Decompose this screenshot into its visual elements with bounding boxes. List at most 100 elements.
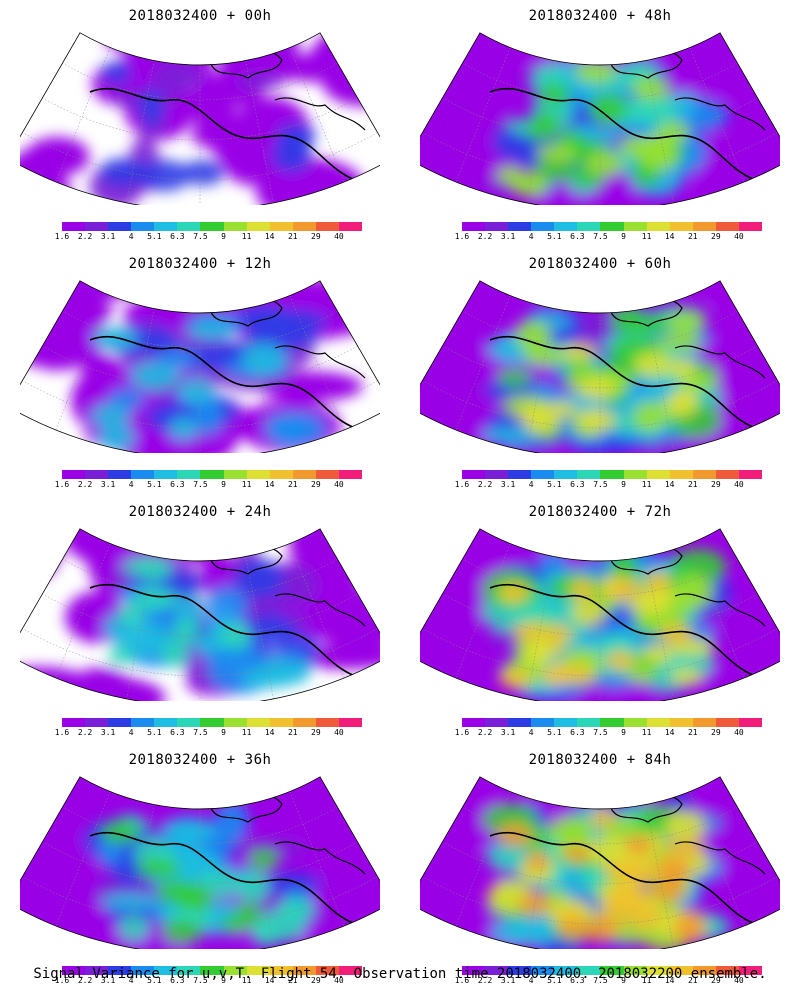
coastline xyxy=(489,583,756,677)
variance-patch xyxy=(585,151,625,176)
colorbar-labels: 1.6 2.2 3.1 4 5.1 6.3 7.5 9 11 14 21 29 40 xyxy=(455,975,762,987)
map-field xyxy=(20,280,380,453)
coastline xyxy=(489,831,756,925)
colorbar-swatch xyxy=(154,222,178,231)
colorbar-swatch xyxy=(669,470,693,479)
variance-patch xyxy=(515,320,551,351)
colorbar-tick-label: 7.5 xyxy=(193,480,208,489)
colorbar-swatch xyxy=(108,470,132,479)
variance-patch xyxy=(20,331,61,363)
variance-patch xyxy=(666,311,706,334)
colorbar-swatch xyxy=(246,718,270,727)
variance-patch xyxy=(624,835,654,855)
colorbar-tick-label: 5.1 xyxy=(547,728,562,737)
colorbar-swatch xyxy=(715,718,739,727)
variance-patch xyxy=(95,528,197,547)
map-field xyxy=(420,776,780,949)
colorbar-tick-label: 3.1 xyxy=(500,232,516,241)
colorbar-tick-label: 9 xyxy=(221,232,226,241)
colorbar-tick-label: 1.6 xyxy=(454,232,470,241)
variance-map xyxy=(20,528,380,701)
colorbar-tick-label: 3.1 xyxy=(500,728,516,737)
variance-patch xyxy=(265,412,326,447)
colorbar-swatch xyxy=(600,718,624,727)
variance-patch xyxy=(136,859,181,878)
colorbar-swatch xyxy=(154,470,178,479)
colorbar-tick-label: 1.6 xyxy=(54,480,70,489)
variance-patch xyxy=(631,93,677,119)
colorbar-tick-label: 1.6 xyxy=(54,728,70,737)
variance-patch xyxy=(670,668,703,685)
colorbar-swatches xyxy=(62,966,363,975)
colorbar-swatch xyxy=(600,470,624,479)
colorbar-tick-label: 1.6 xyxy=(54,976,70,985)
variance-patch xyxy=(420,116,498,144)
colorbar-tick-label: 4 xyxy=(528,728,534,737)
colorbar-swatch xyxy=(646,470,670,479)
colorbar-tick-label: 40 xyxy=(734,728,744,737)
figure-caption: Signal Variance for u,v,T. Flight 54. Ob… xyxy=(33,966,767,982)
colorbar-swatch xyxy=(338,470,363,479)
colorbar-swatch xyxy=(715,966,739,975)
colorbar-swatch xyxy=(200,222,224,231)
variance-patch xyxy=(642,644,673,664)
colorbar-tick-label: 6.3 xyxy=(570,728,585,737)
map-border xyxy=(20,528,380,701)
colorbar-swatch xyxy=(738,718,763,727)
colorbar-tick-label: 1.6 xyxy=(454,976,470,985)
colorbar-tick-label: 40 xyxy=(734,480,744,489)
colorbar-tick-label: 7.5 xyxy=(193,232,208,241)
colorbar-swatches xyxy=(62,718,363,727)
colorbar-swatch xyxy=(462,470,486,479)
colorbar-swatch xyxy=(715,222,739,231)
variance-patch xyxy=(161,639,189,668)
colorbar-swatch xyxy=(338,718,363,727)
variance-patch xyxy=(162,920,203,943)
variance-patch xyxy=(525,850,550,871)
variance-patch xyxy=(607,576,642,602)
variance-patch xyxy=(313,852,359,926)
colorbar-swatch xyxy=(177,222,201,231)
colorbar-swatch xyxy=(177,470,201,479)
variance-map xyxy=(420,776,780,949)
colorbar-swatch xyxy=(292,966,316,975)
variance-patch xyxy=(206,586,248,627)
map-border xyxy=(420,776,780,949)
colorbar-tick-label: 29 xyxy=(311,232,321,241)
colorbar-tick-label: 7.5 xyxy=(593,976,608,985)
colorbar-tick-label: 29 xyxy=(311,976,321,985)
colorbar-tick-label: 29 xyxy=(711,480,721,489)
colorbar-tick-label: 2.2 xyxy=(77,232,93,241)
variance-patch xyxy=(632,401,668,432)
colorbar-tick-label: 21 xyxy=(287,976,298,985)
colorbar-tick-label: 9 xyxy=(621,728,626,737)
colorbar-tick-label: 2.2 xyxy=(477,480,493,489)
variance-patch xyxy=(644,570,671,593)
colorbar-swatch xyxy=(554,718,578,727)
colorbar-swatch xyxy=(577,718,601,727)
variance-patch xyxy=(571,599,607,626)
panel-title: 2018032400 + 00h xyxy=(128,8,272,24)
map-panel-12h: 2018032400 + 12h 1.6 2.2 3.1 4 5.1 6.3 7.5 9 11 14… xyxy=(0,248,400,496)
colorbar-tick-label: 11 xyxy=(641,480,652,489)
colorbar-tick-label: 14 xyxy=(264,728,275,737)
colorbar-swatch xyxy=(531,718,555,727)
colorbar-tick-label: 1.6 xyxy=(54,232,70,241)
map-field xyxy=(20,528,380,701)
variance-patch xyxy=(181,159,225,186)
graticule xyxy=(422,543,778,701)
colorbar-tick-label: 7.5 xyxy=(193,728,208,737)
map-field xyxy=(20,776,380,949)
colorbar-swatch xyxy=(738,222,763,231)
colorbar-tick-label: 7.5 xyxy=(593,728,608,737)
colorbar-swatch xyxy=(692,222,716,231)
colorbar-labels: 1.6 2.2 3.1 4 5.1 6.3 7.5 9 11 14 21 29 40 xyxy=(55,231,362,243)
variance-patch xyxy=(664,839,705,860)
map-border xyxy=(420,280,780,453)
colorbar-swatch xyxy=(531,222,555,231)
colorbar-labels: 1.6 2.2 3.1 4 5.1 6.3 7.5 9 11 14 21 29 40 xyxy=(455,479,762,491)
colorbar-swatch xyxy=(292,470,316,479)
colorbar-swatches xyxy=(462,718,763,727)
colorbar-swatch xyxy=(338,222,363,231)
